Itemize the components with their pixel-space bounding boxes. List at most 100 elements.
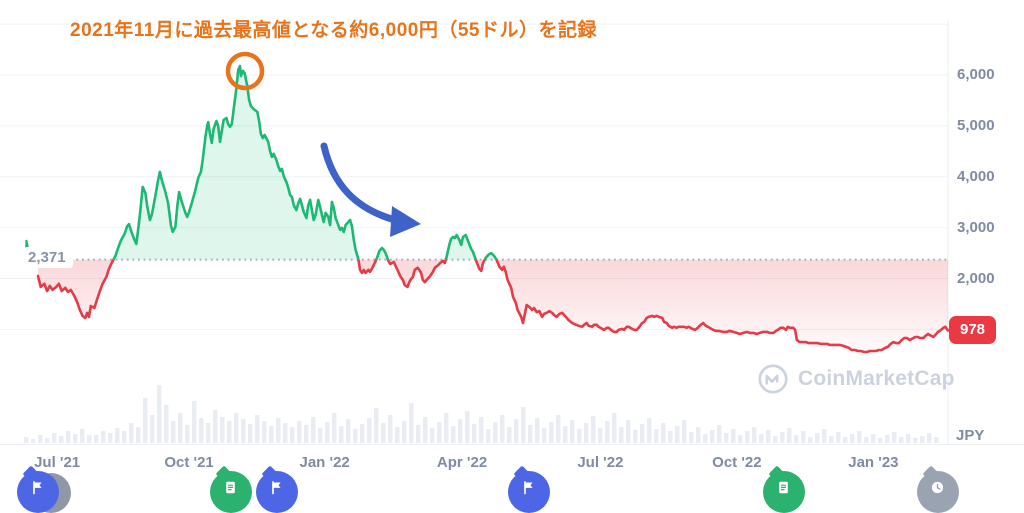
doc-marker-pin[interactable] xyxy=(209,465,252,513)
volume-bar xyxy=(465,411,470,443)
volume-bar xyxy=(731,429,736,443)
x-axis-tick-label: Oct '21 xyxy=(164,454,214,471)
doc-marker-pin[interactable] xyxy=(763,465,806,513)
volume-bar xyxy=(815,433,820,443)
volume-bar xyxy=(395,427,400,443)
volume-bar xyxy=(794,435,799,443)
x-axis-tick-label: Jan '22 xyxy=(299,454,350,471)
x-axis-tick-label: Jan '23 xyxy=(848,454,899,471)
coinmarketcap-watermark: CoinMarketCap xyxy=(756,362,955,396)
volume-bar xyxy=(647,418,652,443)
volume-bar xyxy=(346,419,351,443)
volume-bar xyxy=(241,419,246,443)
volume-bar xyxy=(402,421,407,443)
price-line-up xyxy=(112,64,498,260)
volume-bar xyxy=(626,420,631,443)
volume-bar xyxy=(633,430,638,443)
volume-bar xyxy=(675,426,680,443)
volume-bar xyxy=(661,423,666,443)
volume-bar xyxy=(185,425,190,443)
volume-bar xyxy=(31,439,36,443)
volume-bar xyxy=(780,432,785,443)
volume-bar xyxy=(598,428,603,443)
volume-bars xyxy=(24,385,939,443)
volume-bar xyxy=(409,403,414,443)
volume-bar xyxy=(717,425,722,443)
volume-bar xyxy=(640,424,645,443)
volume-bar xyxy=(752,427,757,443)
watermark-text: CoinMarketCap xyxy=(798,367,955,390)
volume-bar xyxy=(157,385,162,443)
up-area-fill xyxy=(38,66,948,260)
volume-bar xyxy=(381,423,386,443)
baseline-price-label: 2,371 xyxy=(24,247,73,268)
volume-bar xyxy=(591,416,596,443)
volume-bar xyxy=(542,428,547,443)
volume-bar xyxy=(668,431,673,443)
volume-bar xyxy=(332,413,337,443)
volume-bar xyxy=(563,426,568,443)
volume-bar xyxy=(801,431,806,443)
overlay-annotations xyxy=(24,51,421,268)
volume-bar xyxy=(773,436,778,443)
volume-bar xyxy=(528,425,533,443)
volume-bar xyxy=(836,432,841,443)
volume-bar xyxy=(920,436,925,443)
price-chart xyxy=(0,20,1024,445)
downtrend-arrow xyxy=(320,142,399,224)
volume-bar xyxy=(80,429,85,443)
volume-bar xyxy=(171,421,176,443)
volume-bar xyxy=(444,413,449,443)
volume-bar xyxy=(248,424,253,443)
volume-bar xyxy=(864,437,869,443)
volume-bar xyxy=(808,437,813,443)
volume-bar xyxy=(136,427,141,443)
volume-bar xyxy=(374,408,379,443)
volume-bar xyxy=(759,434,764,443)
flag-marker-pin[interactable] xyxy=(508,465,551,513)
volume-bar xyxy=(129,423,134,443)
flag-marker-pin[interactable] xyxy=(17,465,59,513)
volume-bar xyxy=(689,432,694,443)
volume-bar xyxy=(416,425,421,443)
volume-bar xyxy=(724,433,729,443)
volume-bar xyxy=(367,418,372,443)
peak-highlight-circle xyxy=(225,51,265,91)
volume-bar xyxy=(766,430,771,443)
flag-marker-pin[interactable] xyxy=(256,465,299,513)
volume-bar xyxy=(535,418,540,443)
volume-bar xyxy=(360,424,365,443)
volume-bar xyxy=(745,431,750,443)
volume-bar xyxy=(703,434,708,443)
volume-bar xyxy=(115,428,120,443)
volume-bar xyxy=(605,421,610,443)
volume-bar xyxy=(654,429,659,443)
chart-screenshot: { "annotation": { "text": "2021年11月に過去最高… xyxy=(0,20,1024,513)
volume-bar xyxy=(906,434,911,443)
volume-bar xyxy=(696,427,701,443)
clock-marker-pin[interactable] xyxy=(916,465,959,513)
price-line xyxy=(36,64,950,354)
volume-bar xyxy=(318,428,323,443)
volume-bar xyxy=(59,436,64,443)
volume-bar xyxy=(927,433,932,443)
volume-bar xyxy=(269,426,274,443)
volume-bar xyxy=(787,428,792,443)
volume-bar xyxy=(899,437,904,443)
volume-bar xyxy=(549,422,554,443)
volume-bar xyxy=(262,421,267,443)
volume-bar xyxy=(430,428,435,443)
y-axis-tick-label: 4,000 xyxy=(957,167,995,185)
x-axis-tick-label: Apr '22 xyxy=(436,454,488,471)
volume-bar xyxy=(857,431,862,443)
volume-bar xyxy=(52,433,57,443)
x-axis-tick-label: Oct '22 xyxy=(712,454,762,471)
volume-bar xyxy=(507,427,512,443)
area-fills xyxy=(38,66,948,352)
currency-label: JPY xyxy=(956,427,985,444)
volume-bar xyxy=(423,417,428,443)
volume-bar xyxy=(577,429,582,443)
volume-bar xyxy=(297,421,302,443)
volume-bar xyxy=(885,435,890,443)
volume-bar xyxy=(500,415,505,443)
